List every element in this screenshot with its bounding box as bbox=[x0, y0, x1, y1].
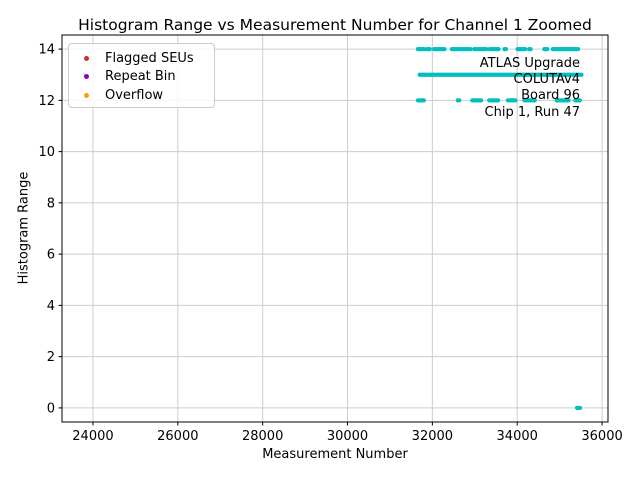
annotation-line: Chip 1, Run 47 bbox=[484, 104, 580, 120]
data-point bbox=[577, 98, 582, 103]
y-tick-label: 14 bbox=[38, 43, 55, 58]
y-tick-label: 10 bbox=[38, 145, 55, 160]
data-point bbox=[577, 405, 583, 411]
repeat-bin-marker-icon bbox=[84, 74, 89, 80]
data-point bbox=[545, 46, 550, 52]
x-tick-label: 28000 bbox=[242, 429, 283, 444]
annotation-line: COLUTAv4 bbox=[513, 72, 580, 88]
data-point bbox=[496, 46, 501, 52]
legend-label: Overflow bbox=[105, 87, 164, 103]
annotation-line: Board 96 bbox=[521, 88, 580, 104]
data-point bbox=[528, 46, 533, 52]
data-point bbox=[421, 98, 426, 103]
chart-title: Histogram Range vs Measurement Number fo… bbox=[78, 16, 592, 34]
x-tick-label: 36000 bbox=[581, 429, 622, 444]
plot-annotation-block: ATLAS Upgrade COLUTAv4 Board 96 Chip 1, … bbox=[480, 56, 580, 121]
data-point bbox=[496, 98, 501, 103]
data-point bbox=[479, 98, 484, 103]
legend-entry-flagged-seus: Flagged SEUs bbox=[69, 49, 214, 68]
data-point bbox=[421, 46, 426, 52]
y-tick-label: 8 bbox=[47, 196, 55, 211]
y-tick-label: 0 bbox=[47, 401, 55, 416]
flagged-seus-marker-icon bbox=[84, 55, 89, 61]
data-point bbox=[513, 98, 518, 103]
legend-box: Flagged SEUs Repeat Bin Overflow bbox=[68, 43, 215, 108]
x-tick-label: 34000 bbox=[497, 429, 538, 444]
legend-entry-overflow: Overflow bbox=[69, 86, 214, 105]
overflow-marker-icon bbox=[84, 92, 89, 98]
data-point bbox=[575, 46, 581, 52]
data-point bbox=[442, 46, 447, 52]
data-point bbox=[503, 46, 509, 52]
data-point bbox=[532, 98, 537, 103]
y-tick-label: 2 bbox=[47, 350, 55, 365]
y-tick-label: 4 bbox=[47, 299, 55, 314]
data-point bbox=[566, 98, 571, 103]
legend-label: Repeat Bin bbox=[105, 69, 176, 85]
data-point bbox=[457, 98, 462, 103]
data-point bbox=[427, 46, 432, 52]
y-tick-label: 6 bbox=[47, 248, 55, 263]
legend-label: Flagged SEUs bbox=[105, 50, 194, 66]
data-point bbox=[484, 46, 489, 52]
y-tick-label: 12 bbox=[38, 94, 55, 109]
x-tick-label: 24000 bbox=[72, 429, 113, 444]
plot-border bbox=[61, 34, 609, 423]
y-axis-label: Histogram Range bbox=[16, 171, 32, 285]
legend-entry-repeat-bin: Repeat Bin bbox=[69, 68, 214, 87]
x-axis-label: Measurement Number bbox=[262, 447, 408, 462]
data-point bbox=[468, 46, 473, 52]
x-tick-label: 30000 bbox=[327, 429, 368, 444]
data-point bbox=[579, 72, 584, 77]
annotation-line: ATLAS Upgrade bbox=[479, 56, 580, 71]
data-point bbox=[522, 46, 528, 52]
x-tick-label: 32000 bbox=[412, 429, 453, 444]
x-tick-label: 26000 bbox=[157, 429, 198, 444]
